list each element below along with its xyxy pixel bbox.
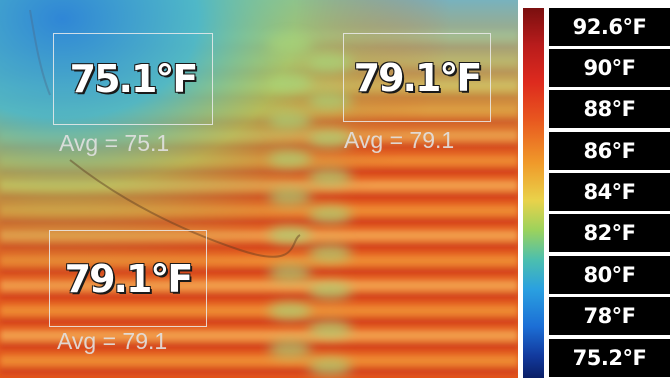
scale-label: 84°F xyxy=(549,173,670,211)
roi-box-bottom-left: 79.1°F xyxy=(49,230,207,327)
scale-label: 78°F xyxy=(549,297,670,335)
roi-average: Avg = 75.1 xyxy=(59,130,170,156)
thermal-heatmap xyxy=(0,0,518,378)
scale-label: 80°F xyxy=(549,256,670,294)
roi-box-top-left: 75.1°F xyxy=(53,33,213,125)
thermal-image: 75.1°F Avg = 75.1 79.1°F Avg = 79.1 79.1… xyxy=(0,0,518,378)
scale-label: 82°F xyxy=(549,214,670,252)
roi-average: Avg = 79.1 xyxy=(57,328,168,354)
roi-temperature: 75.1°F xyxy=(69,57,199,101)
roi-box-top-right: 79.1°F xyxy=(343,33,491,122)
scale-label: 90°F xyxy=(549,49,670,87)
scale-label: 86°F xyxy=(549,132,670,170)
color-scale-bar xyxy=(523,8,544,378)
scale-label: 88°F xyxy=(549,90,670,128)
scale-label-max: 92.6°F xyxy=(549,8,670,46)
temperature-scale: 92.6°F 90°F 88°F 86°F 84°F 82°F 80°F 78°… xyxy=(549,8,670,378)
scale-label-min: 75.2°F xyxy=(549,339,670,377)
roi-average: Avg = 79.1 xyxy=(344,127,455,153)
roi-temperature: 79.1°F xyxy=(64,256,194,301)
roi-temperature: 79.1°F xyxy=(353,55,483,100)
